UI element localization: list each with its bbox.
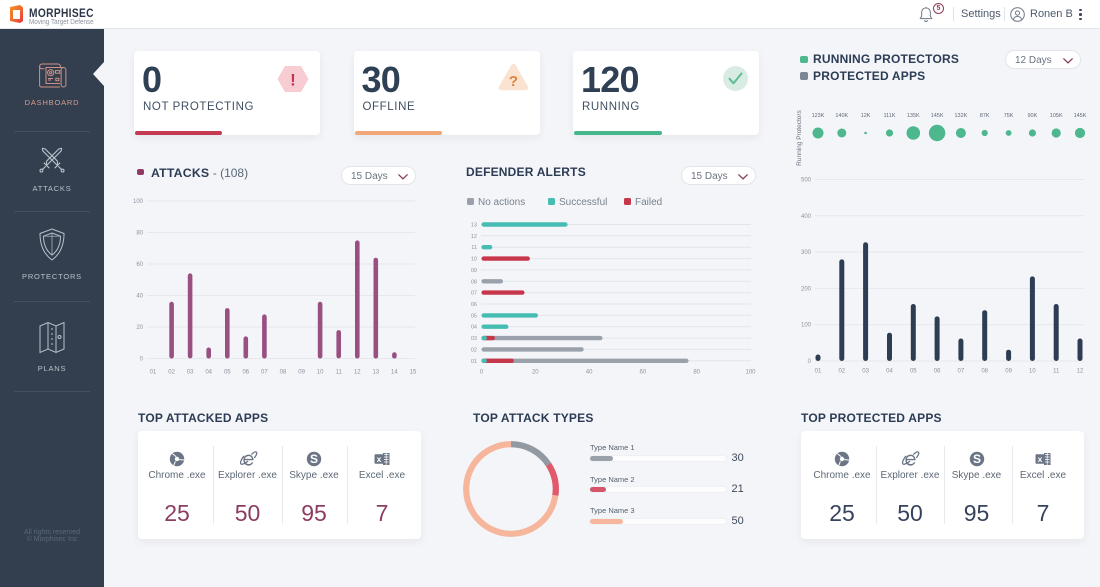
svg-text:06: 06 <box>242 370 249 376</box>
svg-text:!: ! <box>290 71 296 90</box>
svg-text:02: 02 <box>838 369 845 375</box>
svg-text:11: 11 <box>1053 369 1060 375</box>
svg-text:05: 05 <box>471 313 477 319</box>
svg-text:07: 07 <box>471 291 477 297</box>
svg-text:132K: 132K <box>954 113 967 119</box>
svg-text:75K: 75K <box>1004 113 1014 119</box>
svg-text:13: 13 <box>372 370 379 376</box>
svg-text:20: 20 <box>532 370 539 376</box>
svg-text:09: 09 <box>471 268 477 274</box>
svg-text:200: 200 <box>801 286 812 292</box>
svg-text:145K: 145K <box>1074 113 1087 119</box>
svg-text:S: S <box>972 452 980 466</box>
svg-text:20: 20 <box>136 325 143 331</box>
svg-text:40: 40 <box>586 370 593 376</box>
svg-text:140K: 140K <box>835 113 848 119</box>
svg-text:08: 08 <box>280 370 287 376</box>
svg-text:04: 04 <box>886 369 893 375</box>
svg-text:100: 100 <box>745 370 756 376</box>
svg-text:01: 01 <box>815 369 822 375</box>
svg-text:135K: 135K <box>907 113 920 119</box>
svg-text:05: 05 <box>224 370 231 376</box>
svg-text:11: 11 <box>471 245 477 251</box>
svg-text:0: 0 <box>140 357 144 363</box>
svg-text:13: 13 <box>471 223 477 229</box>
svg-text:09: 09 <box>1005 369 1012 375</box>
svg-text:x: x <box>377 454 382 464</box>
svg-text:111K: 111K <box>883 113 895 119</box>
svg-text:14: 14 <box>391 370 398 376</box>
svg-text:06: 06 <box>934 369 941 375</box>
svg-text:07: 07 <box>958 369 965 375</box>
svg-text:123K: 123K <box>812 113 825 119</box>
svg-text:?: ? <box>509 73 518 90</box>
svg-text:90K: 90K <box>1028 113 1038 119</box>
svg-text:10: 10 <box>471 257 477 263</box>
svg-text:500: 500 <box>801 178 812 184</box>
svg-text:01: 01 <box>471 359 477 365</box>
svg-text:145K: 145K <box>931 113 944 119</box>
svg-text:10: 10 <box>317 370 324 376</box>
svg-text:09: 09 <box>298 370 305 376</box>
svg-text:06: 06 <box>471 302 477 308</box>
svg-text:03: 03 <box>862 369 869 375</box>
svg-text:87K: 87K <box>980 113 990 119</box>
svg-text:12: 12 <box>1077 369 1084 375</box>
svg-text:40: 40 <box>136 294 143 300</box>
svg-text:80: 80 <box>136 231 143 237</box>
svg-text:100: 100 <box>133 199 144 205</box>
svg-text:01: 01 <box>150 370 157 376</box>
svg-text:300: 300 <box>801 250 812 256</box>
svg-text:400: 400 <box>801 214 812 220</box>
svg-text:S: S <box>310 452 318 466</box>
svg-text:60: 60 <box>640 370 647 376</box>
svg-text:No actions: No actions <box>478 197 525 208</box>
svg-text:80: 80 <box>693 370 700 376</box>
svg-text:04: 04 <box>471 325 477 331</box>
svg-text:08: 08 <box>981 369 988 375</box>
svg-text:11: 11 <box>336 370 343 376</box>
svg-text:0: 0 <box>480 370 484 376</box>
svg-text:12: 12 <box>354 370 361 376</box>
svg-text:Running Protectors: Running Protectors <box>796 109 803 165</box>
svg-text:07: 07 <box>261 370 268 376</box>
svg-text:08: 08 <box>471 279 477 285</box>
svg-text:100: 100 <box>801 323 812 329</box>
svg-text:02: 02 <box>168 370 175 376</box>
svg-text:x: x <box>1038 454 1043 464</box>
svg-text:03: 03 <box>471 336 477 342</box>
svg-text:15: 15 <box>410 370 417 376</box>
svg-text:04: 04 <box>205 370 212 376</box>
svg-text:60: 60 <box>136 262 143 268</box>
svg-text:105K: 105K <box>1050 113 1063 119</box>
svg-text:03: 03 <box>187 370 194 376</box>
svg-text:Successful: Successful <box>559 197 607 208</box>
svg-text:10: 10 <box>1029 369 1036 375</box>
svg-text:12: 12 <box>471 234 477 240</box>
svg-text:02: 02 <box>471 347 477 353</box>
svg-text:12K: 12K <box>861 113 871 119</box>
svg-text:05: 05 <box>910 369 917 375</box>
svg-text:0: 0 <box>808 359 812 365</box>
svg-text:Failed: Failed <box>635 197 662 208</box>
